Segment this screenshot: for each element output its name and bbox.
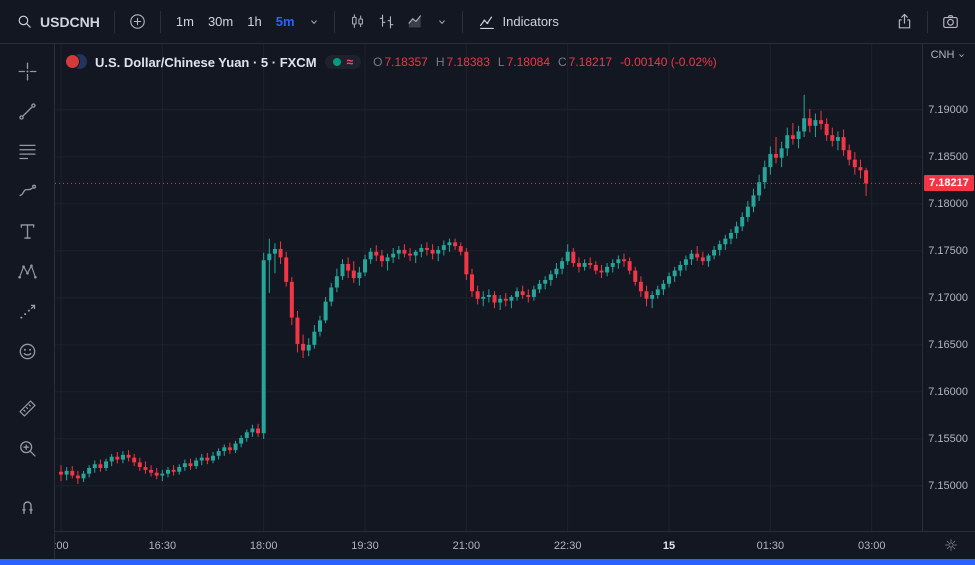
- ohlc-values: O 7.18357 H 7.18383 L 7.18084 C 7.18217 -0.0…: [373, 55, 717, 69]
- market-status-badge[interactable]: ≈: [324, 55, 362, 69]
- last-price-label: 7.18217: [924, 175, 974, 192]
- gear-icon: [943, 537, 959, 553]
- interval-30m[interactable]: 30m: [201, 10, 240, 33]
- high-label: H: [435, 55, 445, 69]
- time-tick-label: :00: [55, 540, 69, 552]
- currency-selector[interactable]: CNH: [923, 49, 975, 61]
- delayed-data-icon: ≈: [346, 55, 354, 69]
- divider: [113, 10, 115, 33]
- time-tick-label: 01:30: [756, 540, 785, 552]
- close-value: 7.18217: [568, 55, 613, 69]
- price-axis[interactable]: CNH 7.19000 7.18500 7.18000 7.17500 7.17000 7…: [922, 44, 975, 531]
- chart-style-dropdown-button[interactable]: [430, 11, 454, 33]
- price-tick-label: 7.17500: [928, 244, 968, 257]
- price-tick-label: 7.16500: [928, 338, 968, 351]
- interval-switcher: 1m 30m 1h 5m: [169, 10, 302, 33]
- interval-1m[interactable]: 1m: [169, 10, 201, 33]
- change-value: -0.00140 (-0.02%): [620, 55, 717, 69]
- symbol-description[interactable]: U.S. Dollar/Chinese Yuan · 5 · FXCM: [95, 54, 317, 70]
- chart-style-bars-button[interactable]: [372, 8, 401, 35]
- symbol-search-button[interactable]: USDCNH: [10, 9, 106, 34]
- chevron-down-icon: [307, 15, 321, 29]
- close-label: C: [558, 55, 567, 69]
- chart-style-group: [343, 8, 430, 35]
- time-tick-label: 15: [662, 540, 676, 552]
- search-icon: [16, 13, 33, 30]
- time-tick-label: 21:00: [452, 540, 481, 552]
- bottom-accent-bar: [0, 559, 975, 565]
- chevron-down-icon: [956, 50, 967, 61]
- brush-tool-icon[interactable]: [14, 178, 41, 205]
- forecast-tool-icon[interactable]: [14, 298, 41, 325]
- crosshair-tool-icon[interactable]: [14, 58, 41, 85]
- price-tick-label: 7.17000: [928, 291, 968, 304]
- price-tick-label: 7.18000: [928, 197, 968, 210]
- price-tick-label: 7.15000: [928, 479, 968, 492]
- price-tick-label: 7.19000: [928, 103, 968, 116]
- text-tool-icon[interactable]: [14, 218, 41, 245]
- time-axis[interactable]: :00 16:30 18:00 19:30 21:00 22:30 15 01:30 03:00: [55, 531, 975, 559]
- currency-label: CNH: [930, 49, 955, 61]
- topbar-actions: [890, 8, 965, 35]
- divider: [461, 10, 463, 33]
- interval-dropdown-button[interactable]: [302, 11, 326, 33]
- time-tick-label: 19:30: [351, 540, 379, 552]
- time-axis-settings-button[interactable]: [943, 537, 959, 556]
- interval-5m[interactable]: 5m: [269, 10, 302, 33]
- indicators-button[interactable]: Indicators: [471, 9, 566, 35]
- emoji-tool-icon[interactable]: [14, 338, 41, 365]
- time-tick-label: 03:00: [857, 540, 886, 552]
- fib-retracement-tool-icon[interactable]: [14, 138, 41, 165]
- indicators-label: Indicators: [502, 14, 559, 29]
- magnet-tool-icon[interactable]: [14, 492, 41, 519]
- chart-style-area-button[interactable]: [401, 8, 430, 35]
- time-tick-label: 22:30: [553, 540, 582, 552]
- drawing-toolbar: [0, 44, 55, 559]
- interval-1h[interactable]: 1h: [240, 10, 268, 33]
- price-tick-label: 7.15500: [928, 432, 968, 445]
- price-tick-label: 7.18500: [928, 150, 968, 163]
- zoom-in-tool-icon[interactable]: [14, 435, 41, 462]
- time-tick-label: 16:30: [148, 540, 177, 552]
- market-open-dot-icon: [332, 58, 341, 66]
- chevron-down-icon: [435, 15, 449, 29]
- open-label: O: [373, 55, 383, 69]
- symbol-logo-icon: [65, 54, 87, 70]
- candlestick-chart[interactable]: [55, 44, 922, 531]
- plus-circle-icon: [128, 12, 147, 31]
- publish-button[interactable]: [890, 8, 919, 35]
- symbol-name: USDCNH: [40, 13, 100, 30]
- snapshot-button[interactable]: [936, 8, 965, 35]
- trend-line-tool-icon[interactable]: [14, 98, 41, 125]
- low-value: 7.18084: [506, 55, 550, 69]
- ruler-tool-icon[interactable]: [14, 395, 41, 422]
- top-toolbar: USDCNH 1m 30m 1h 5m Indicators: [0, 0, 975, 44]
- indicators-icon: [478, 13, 496, 31]
- divider: [159, 10, 161, 33]
- low-label: L: [497, 55, 505, 69]
- price-tick-label: 7.16000: [928, 385, 968, 398]
- time-tick-label: 18:00: [249, 540, 278, 552]
- add-symbol-button[interactable]: [123, 8, 152, 35]
- toolbar-left-group: USDCNH 1m 30m 1h 5m Indicators: [10, 8, 566, 35]
- high-value: 7.18383: [446, 55, 490, 69]
- xabcd-pattern-tool-icon[interactable]: [14, 258, 41, 285]
- open-value: 7.18357: [384, 55, 428, 69]
- divider: [333, 10, 335, 33]
- chart-style-candles-button[interactable]: [343, 8, 372, 35]
